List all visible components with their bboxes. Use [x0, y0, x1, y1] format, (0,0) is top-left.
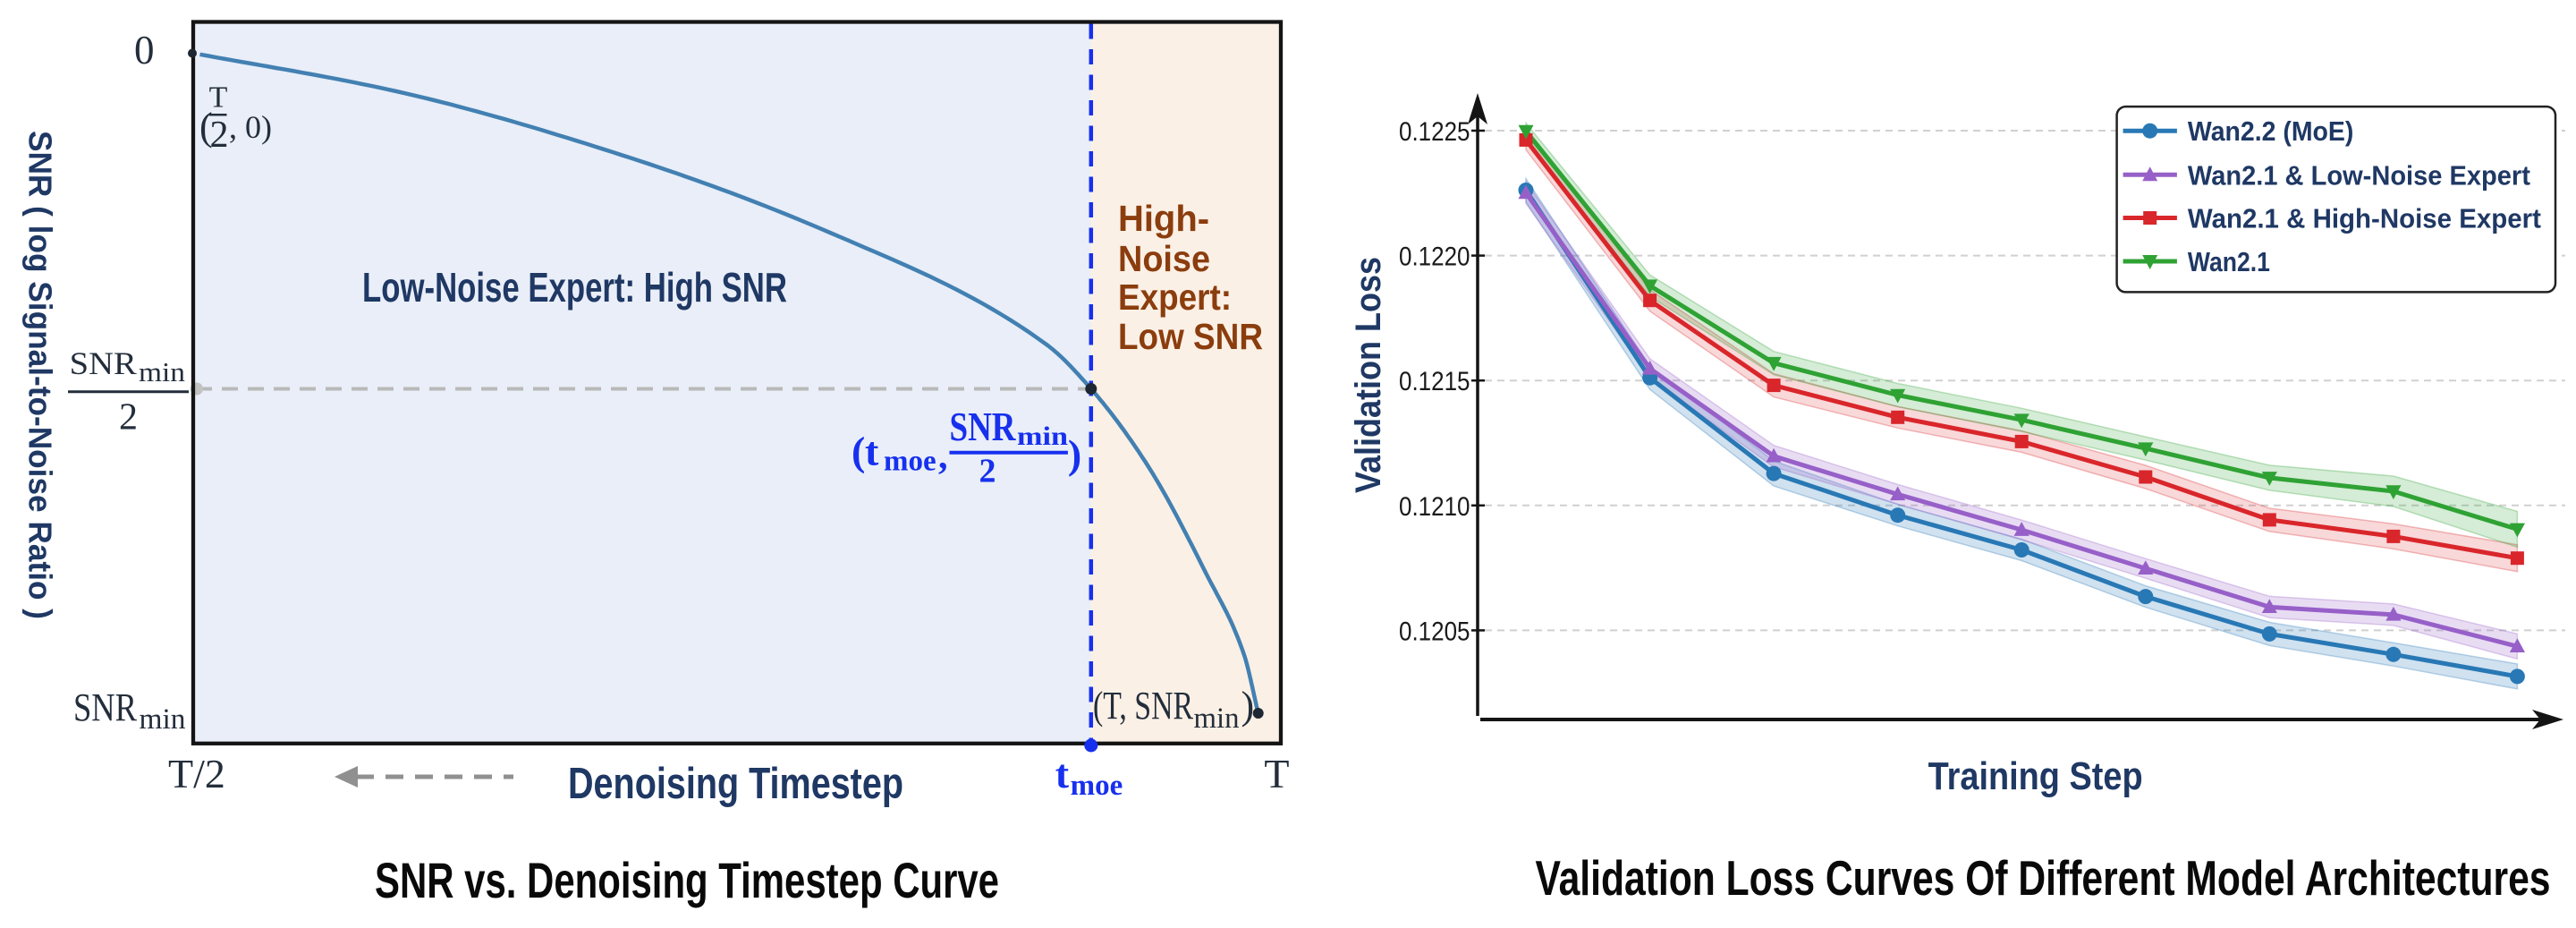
svg-text:T: T: [1264, 751, 1289, 796]
svg-text:Training Step: Training Step: [1928, 754, 2143, 798]
svg-text:, 0): , 0): [229, 109, 272, 145]
svg-text:SNR ( log Signal-to-Noise Rati: SNR ( log Signal-to-Noise Ratio ): [21, 131, 57, 619]
svg-text:min: min: [1017, 421, 1068, 451]
svg-text:min: min: [139, 356, 186, 387]
svg-text:0.1205: 0.1205: [1399, 617, 1470, 646]
svg-text:Wan2.1: Wan2.1: [2188, 246, 2270, 277]
svg-text:): ): [1068, 431, 1081, 477]
svg-text:(: (: [852, 429, 865, 474]
svg-text:Wan2.1 & Low-Noise Expert: Wan2.1 & Low-Noise Expert: [2188, 159, 2530, 191]
svg-text:min: min: [1194, 702, 1240, 735]
svg-text:T: T: [209, 81, 228, 115]
svg-text:Expert:: Expert:: [1118, 277, 1232, 318]
svg-text:0.1210: 0.1210: [1399, 492, 1470, 522]
svg-text:t: t: [1055, 751, 1070, 796]
svg-text:0.1220: 0.1220: [1399, 243, 1470, 272]
svg-text:Noise: Noise: [1118, 238, 1210, 279]
svg-text:2: 2: [210, 115, 229, 156]
svg-text:SNR: SNR: [73, 685, 138, 729]
svg-text:SNR: SNR: [950, 404, 1017, 449]
svg-text:SNR: SNR: [70, 345, 137, 381]
svg-text:Denoising Timestep: Denoising Timestep: [568, 760, 903, 808]
svg-text:,: ,: [938, 436, 948, 477]
svg-text:0: 0: [134, 28, 155, 72]
svg-text:): ): [1241, 684, 1255, 728]
svg-text:2: 2: [119, 396, 138, 438]
svg-text:min: min: [140, 703, 186, 736]
svg-text:Validation Loss Curves Of Diff: Validation Loss Curves Of Different Mode…: [1536, 850, 2551, 906]
svg-text:(: (: [199, 105, 213, 149]
svg-text:moe: moe: [1071, 770, 1123, 802]
svg-text:Low SNR: Low SNR: [1118, 316, 1263, 357]
svg-text:0.1215: 0.1215: [1399, 367, 1470, 396]
svg-text:t: t: [865, 429, 879, 474]
svg-text:SNR vs. Denoising Timestep Cur: SNR vs. Denoising Timestep Curve: [375, 852, 999, 908]
svg-text:(T, SNR: (T, SNR: [1093, 684, 1193, 728]
svg-text:High-: High-: [1118, 198, 1209, 239]
svg-text:0.1225: 0.1225: [1399, 117, 1470, 147]
svg-text:Low-Noise Expert: High SNR: Low-Noise Expert: High SNR: [362, 264, 787, 311]
svg-text:Wan2.1 & High-Noise Expert: Wan2.1 & High-Noise Expert: [2188, 203, 2541, 234]
svg-text:Validation Loss: Validation Loss: [1349, 257, 1388, 493]
svg-text:moe: moe: [884, 446, 936, 478]
svg-text:T/2: T/2: [168, 751, 225, 796]
svg-text:Wan2.2 (MoE): Wan2.2 (MoE): [2188, 115, 2354, 147]
svg-text:2: 2: [979, 453, 996, 490]
